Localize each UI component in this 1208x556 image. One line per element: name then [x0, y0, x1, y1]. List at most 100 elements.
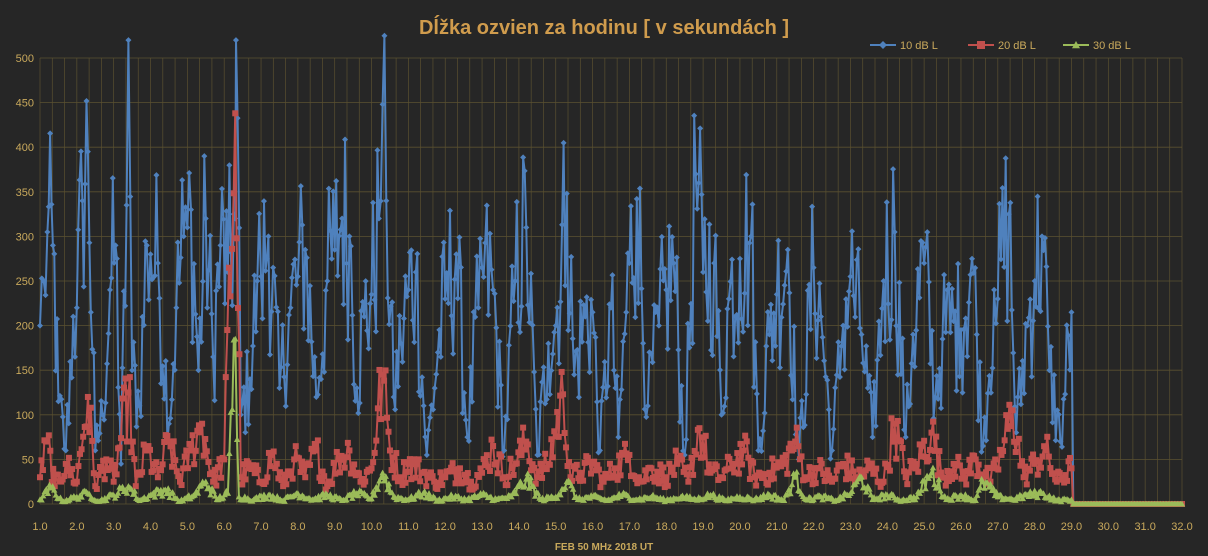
data-point-10-db-l — [420, 402, 427, 409]
data-point-30-db-l — [166, 494, 173, 501]
data-point-10-db-l — [1063, 322, 1070, 329]
data-point-10-db-l — [297, 183, 304, 190]
data-point-20-db-l — [292, 443, 299, 450]
data-point-10-db-l — [586, 369, 593, 376]
data-point-20-db-l — [123, 438, 130, 445]
data-point-20-db-l — [894, 417, 901, 424]
data-point-30-db-l — [804, 496, 811, 503]
data-point-20-db-l — [930, 418, 937, 425]
data-point-10-db-l — [80, 283, 87, 290]
data-point-10-db-l — [1068, 309, 1075, 316]
x-tick-label: 15.0 — [545, 521, 566, 533]
data-point-20-db-l — [227, 293, 234, 300]
data-point-10-db-l — [226, 162, 233, 169]
data-point-10-db-l — [729, 256, 736, 263]
data-point-30-db-l — [75, 496, 82, 502]
data-point-20-db-l — [947, 468, 954, 475]
data-point-10-db-l — [798, 397, 805, 404]
data-point-20-db-l — [456, 465, 463, 472]
data-point-10-db-l — [179, 177, 186, 184]
data-point-30-db-l — [557, 491, 564, 498]
data-point-20-db-l — [119, 395, 126, 402]
data-point-20-db-l — [731, 469, 738, 476]
data-point-10-db-l — [346, 233, 353, 240]
data-point-10-db-l — [707, 347, 714, 354]
y-tick-label: 0 — [28, 499, 34, 511]
data-point-20-db-l — [1003, 412, 1010, 419]
y-tick-label: 250 — [16, 276, 34, 288]
data-point-10-db-l — [886, 336, 893, 343]
data-point-20-db-l — [346, 447, 353, 454]
data-point-20-db-l — [1009, 407, 1016, 414]
data-point-10-db-l — [965, 299, 972, 306]
data-point-10-db-l — [863, 343, 870, 350]
data-point-10-db-l — [724, 305, 731, 312]
data-point-10-db-l — [314, 391, 321, 398]
data-point-10-db-l — [161, 395, 168, 402]
x-tick-label: 32.0 — [1171, 521, 1192, 533]
data-point-20-db-l — [54, 471, 61, 478]
data-point-20-db-l — [170, 438, 177, 445]
data-point-20-db-l — [267, 463, 274, 470]
data-point-30-db-l — [569, 486, 577, 492]
data-point-10-db-l — [844, 323, 851, 330]
data-point-10-db-l — [557, 298, 564, 305]
data-point-10-db-l — [1047, 343, 1054, 350]
data-point-10-db-l — [296, 239, 303, 246]
legend-item-20-db-l: 20 dB L — [968, 40, 1036, 52]
data-point-20-db-l — [125, 389, 132, 396]
data-point-10-db-l — [133, 423, 140, 430]
data-point-10-db-l — [703, 289, 710, 296]
data-point-20-db-l — [781, 460, 788, 467]
data-point-10-db-l — [809, 203, 816, 210]
data-point-10-db-l — [437, 353, 444, 360]
data-point-20-db-l — [600, 478, 607, 485]
y-tick-label: 200 — [16, 321, 34, 333]
data-point-10-db-l — [370, 199, 377, 206]
x-tick-label: 5.0 — [180, 521, 195, 533]
data-point-10-db-l — [910, 331, 917, 338]
data-point-10-db-l — [636, 185, 643, 192]
data-point-20-db-l — [581, 459, 588, 466]
data-point-20-db-l — [1045, 453, 1052, 460]
data-point-30-db-l — [526, 485, 533, 491]
data-point-20-db-l — [431, 478, 438, 485]
data-point-10-db-l — [1027, 296, 1034, 303]
data-point-10-db-l — [955, 260, 962, 267]
data-point-10-db-l — [712, 232, 719, 239]
x-tick-label: 9.0 — [327, 521, 342, 533]
data-point-10-db-l — [810, 264, 817, 271]
data-point-10-db-l — [521, 167, 528, 174]
data-point-10-db-l — [789, 396, 796, 403]
data-point-10-db-l — [1060, 396, 1067, 403]
data-point-10-db-l — [919, 239, 926, 246]
data-point-20-db-l — [276, 469, 283, 476]
data-point-30-db-l — [1025, 493, 1032, 500]
data-point-10-db-l — [393, 348, 400, 355]
data-point-10-db-l — [616, 396, 623, 403]
data-point-20-db-l — [128, 449, 135, 456]
data-point-10-db-l — [42, 292, 49, 299]
data-point-10-db-l — [875, 318, 882, 325]
data-point-10-db-l — [1002, 155, 1009, 162]
data-point-10-db-l — [1034, 193, 1041, 200]
data-point-10-db-l — [259, 315, 266, 322]
data-point-10-db-l — [983, 437, 990, 444]
data-point-10-db-l — [456, 234, 463, 241]
data-point-10-db-l — [717, 366, 724, 373]
data-point-20-db-l — [1023, 481, 1030, 488]
data-point-10-db-l — [1016, 365, 1023, 372]
data-point-10-db-l — [65, 420, 72, 427]
data-point-10-db-l — [229, 302, 236, 309]
data-point-10-db-l — [715, 307, 722, 314]
data-point-30-db-l — [1068, 496, 1075, 503]
data-point-20-db-l — [393, 450, 400, 457]
data-point-10-db-l — [520, 154, 527, 161]
data-point-10-db-l — [610, 367, 617, 374]
data-point-10-db-l — [251, 272, 258, 279]
data-point-20-db-l — [1036, 458, 1043, 465]
data-point-20-db-l — [690, 471, 697, 478]
data-point-20-db-l — [992, 456, 999, 463]
data-point-10-db-l — [836, 373, 843, 380]
data-point-20-db-l — [184, 465, 191, 472]
